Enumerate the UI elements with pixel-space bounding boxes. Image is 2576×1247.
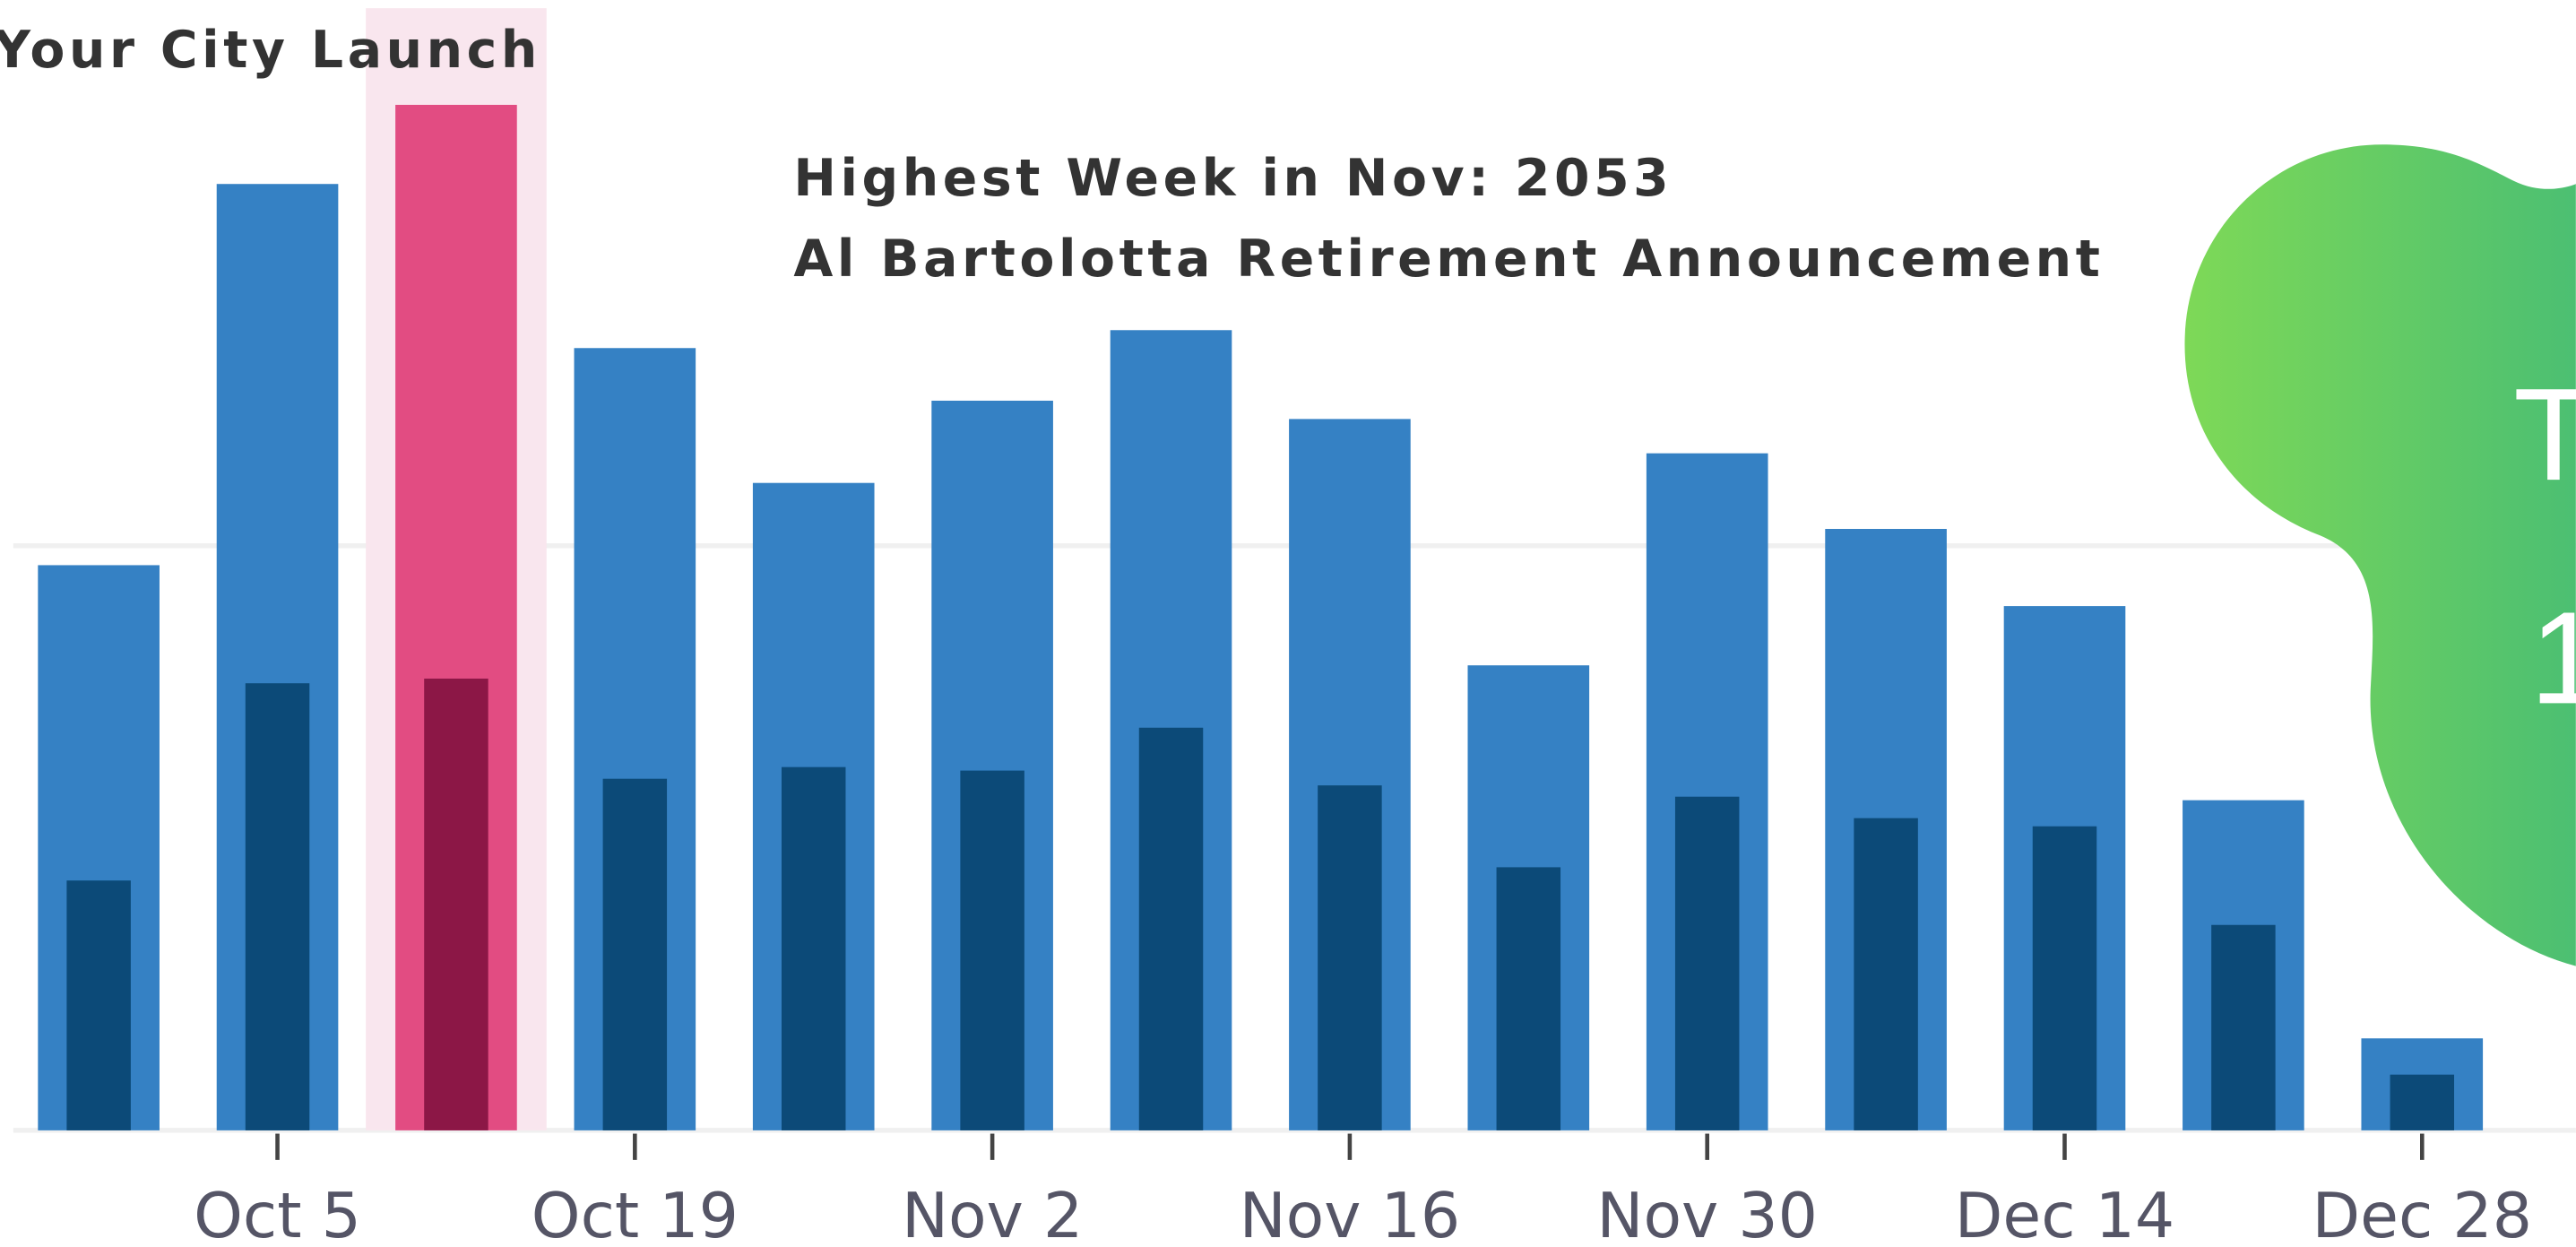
inner-bar <box>424 678 488 1130</box>
x-tick-label: Nov 2 <box>902 1180 1083 1247</box>
x-tick-label: Oct 5 <box>194 1180 361 1247</box>
badge-blob <box>2184 144 2576 966</box>
inner-bar <box>960 770 1024 1130</box>
x-tick-label: Nov 16 <box>1240 1180 1461 1247</box>
inner-bar <box>1674 796 1740 1130</box>
badge-text: T <box>2513 361 2576 508</box>
inner-bar <box>602 778 668 1130</box>
bars: Oct 5 Oct 19 Nov 2 Nov 16 Nov 30 Dec 14 Dec 28 <box>38 8 2532 1247</box>
inner-bar <box>781 766 846 1130</box>
inner-bar <box>66 880 131 1130</box>
annotation: Al Bartolotta Retirement Announcement <box>793 229 2104 289</box>
x-tick-label: Dec 28 <box>2312 1180 2532 1247</box>
inner-bar <box>245 683 310 1130</box>
annotation: Highest Week in Nov: 2053 <box>793 149 1673 208</box>
x-tick-label: Dec 14 <box>1955 1180 2174 1247</box>
x-tick-label: Nov 30 <box>1596 1180 1818 1247</box>
inner-bar <box>2211 924 2276 1130</box>
x-tick-label: Oct 19 <box>532 1180 739 1247</box>
inner-bar <box>1138 727 1204 1130</box>
inner-bar <box>1318 785 1382 1130</box>
inner-bar <box>1496 867 1561 1130</box>
inner-bar <box>2032 826 2097 1130</box>
inner-bar <box>2390 1074 2455 1130</box>
inner-bar <box>1854 818 1918 1130</box>
annotation: Your City Launch <box>0 21 541 80</box>
badge-text: 1 <box>2530 585 2576 732</box>
